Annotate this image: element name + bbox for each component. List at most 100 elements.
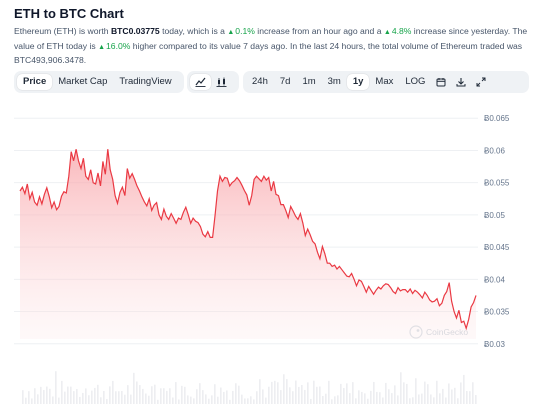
volume-bar	[364, 393, 366, 404]
volume-bar	[436, 380, 438, 404]
change-1h: ▲0.1%	[227, 26, 255, 36]
range-max[interactable]: Max	[375, 76, 394, 87]
y-tick-label: Ƀ0.04	[484, 275, 505, 284]
volume-bar	[385, 382, 387, 404]
volume-bar	[127, 385, 129, 404]
volume-bar	[379, 392, 381, 404]
volume-bar	[85, 388, 87, 404]
volume-bar	[199, 383, 201, 404]
line-chart-icon[interactable]	[190, 74, 211, 90]
volume-bar	[322, 395, 324, 404]
volume-bar	[337, 395, 339, 404]
volume-bar	[67, 386, 69, 404]
change-7d-value: 16.0%	[106, 40, 131, 51]
volume-bar	[124, 394, 126, 404]
volume-bar	[457, 398, 459, 404]
triangle-up-icon: ▲	[98, 43, 106, 51]
price-description: Ethereum (ETH) is worth BTC0.03775 today…	[14, 25, 542, 67]
volume-bar	[454, 387, 456, 404]
volume-bar	[346, 383, 348, 404]
volume-bar	[112, 380, 114, 404]
range-7d[interactable]: 7d	[279, 76, 291, 87]
volume-bar	[148, 395, 150, 404]
volume-bar	[100, 397, 102, 404]
volume-bar	[244, 398, 246, 404]
range-3m[interactable]: 3m	[327, 76, 341, 87]
page-title: ETH to BTC Chart	[14, 6, 124, 21]
volume-bar	[139, 385, 141, 404]
y-tick-label: Ƀ0.03	[484, 340, 505, 349]
volume-bar	[475, 395, 477, 404]
volume-bar	[382, 397, 384, 404]
volume-bar	[388, 389, 390, 404]
volume-bar	[34, 388, 36, 404]
volume-bar	[151, 386, 153, 404]
volume-bar	[97, 384, 99, 404]
tab-tradingview[interactable]: TradingView	[119, 76, 172, 87]
y-tick-label: Ƀ0.055	[484, 179, 510, 188]
volume-bar	[40, 386, 42, 404]
volume-bar	[259, 379, 261, 404]
tab-price[interactable]: Price	[17, 74, 53, 90]
volume-bar	[361, 391, 363, 404]
desc-text: Ethereum (ETH) is worth	[14, 26, 111, 36]
volume-bar	[352, 382, 354, 404]
volume-bar	[154, 384, 156, 404]
volume-bar	[307, 382, 309, 404]
volume-bar	[397, 395, 399, 404]
triangle-up-icon: ▲	[383, 29, 391, 36]
volume-bar	[271, 381, 273, 404]
volume-bar	[163, 388, 165, 404]
price-line	[19, 149, 477, 331]
volume-bar	[376, 391, 378, 404]
volume-bar	[61, 380, 63, 404]
volume-bar	[442, 388, 444, 404]
volume-bar	[286, 379, 288, 404]
volume-bar	[283, 374, 285, 404]
volume-bar	[304, 389, 306, 404]
volume-bar	[367, 398, 369, 404]
y-tick-label: Ƀ0.05	[484, 211, 505, 220]
volume-bar	[253, 399, 255, 404]
volume-bar	[52, 396, 54, 404]
desc-text: today, which is a	[159, 26, 228, 36]
range-1m[interactable]: 1m	[302, 76, 316, 87]
y-tick-label: Ƀ0.045	[484, 243, 510, 252]
range-24h[interactable]: 24h	[252, 76, 268, 87]
candlestick-chart-icon[interactable]	[211, 74, 232, 90]
price-chart[interactable]: Ƀ0.065 Ƀ0.06 Ƀ0.055 Ƀ0.05 Ƀ0.045 Ƀ0.04 Ƀ0.035 Ƀ…	[0, 110, 554, 404]
volume-bar	[196, 389, 198, 404]
volume-bar	[301, 384, 303, 404]
volume-bar	[37, 394, 39, 404]
tab-market-cap[interactable]: Market Cap	[58, 76, 108, 87]
coingecko-watermark: CoinGecko	[409, 325, 468, 339]
range-1y[interactable]: 1y	[346, 74, 370, 90]
volume-bar	[88, 395, 90, 404]
volume-bar	[400, 372, 402, 404]
volume-bar	[409, 398, 411, 404]
volume-bar	[445, 397, 447, 404]
volume-bar	[343, 388, 345, 404]
volume-bar	[415, 378, 417, 404]
volume-bar	[247, 398, 249, 404]
volume-bar	[103, 390, 105, 404]
volume-bar	[274, 380, 276, 404]
volume-bar	[121, 390, 123, 404]
log-scale-toggle[interactable]: LOG	[405, 76, 426, 87]
volume-bar	[175, 382, 177, 404]
volume-bar	[451, 389, 453, 404]
desc-text: increase from an hour ago and a	[254, 26, 384, 36]
volume-bar	[64, 391, 66, 404]
volume-bar	[214, 384, 216, 404]
volume-bar	[73, 391, 75, 404]
calendar-icon[interactable]	[431, 74, 451, 90]
volume-bar	[229, 399, 231, 404]
volume-bar	[319, 386, 321, 404]
expand-icon[interactable]	[471, 74, 491, 90]
volume-bar	[157, 399, 159, 404]
desc-text: increase since yesterday. The value of E…	[14, 26, 528, 51]
download-icon[interactable]	[451, 74, 471, 90]
volume-bar	[76, 389, 78, 404]
volume-bar	[313, 380, 315, 404]
volume-bar	[166, 390, 168, 404]
